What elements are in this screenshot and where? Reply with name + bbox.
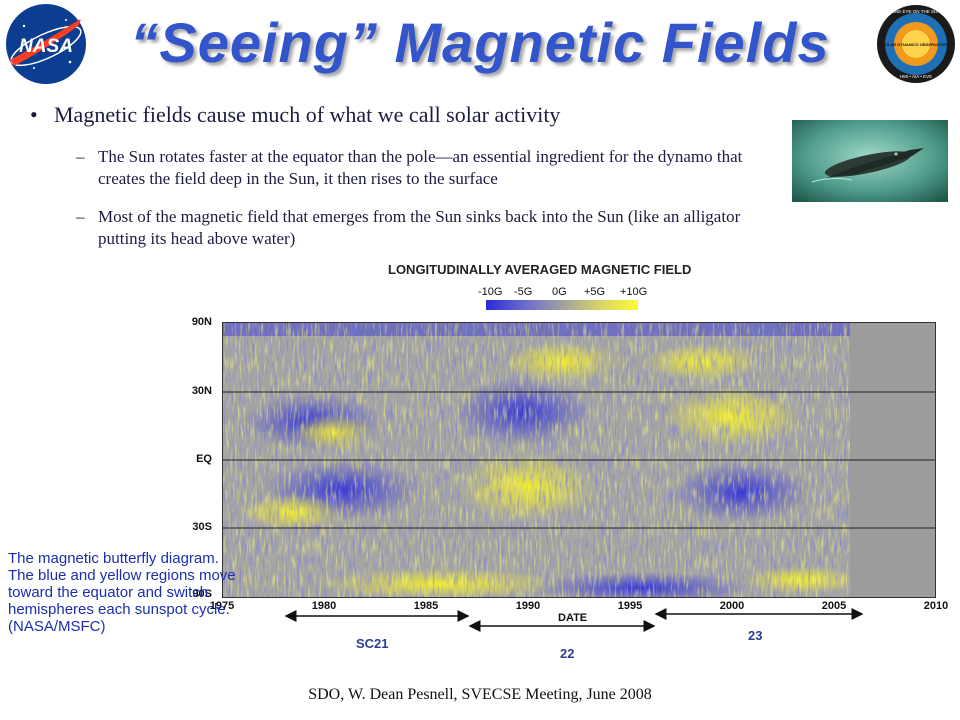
slide-footer: SDO, W. Dean Pesnell, SVECSE Meeting, Ju… <box>308 686 652 703</box>
figure-caption: The magnetic butterfly diagram. The blue… <box>8 550 236 635</box>
y-tick-label: 30S <box>192 521 212 533</box>
cycle-label: 23 <box>748 628 763 643</box>
cycle-arrows <box>284 608 864 632</box>
y-tick-label: 90N <box>191 316 212 328</box>
sub-dash: – <box>76 207 85 226</box>
sub-item: – Most of the magnetic field that emerge… <box>76 206 776 250</box>
nasa-logo-icon: NASA <box>4 2 88 86</box>
sub-dash: – <box>76 147 85 166</box>
sub-item: – The Sun rotates faster at the equator … <box>76 146 776 190</box>
colorbar-label: -10G <box>478 286 503 298</box>
x-tick-label: 1985 <box>413 600 439 612</box>
colorbar-label: +10G <box>620 286 648 298</box>
nasa-logo-text: NASA <box>19 36 73 57</box>
sdo-ring-text: ONE EYE ON THE SUN <box>892 9 941 14</box>
main-bullet: • Magnetic fields cause much of what we c… <box>30 102 560 128</box>
y-tick-label: EQ <box>196 453 212 465</box>
colorbar-label: +5G <box>584 286 606 298</box>
colorbar-label: 0G <box>552 286 567 298</box>
x-tick-label: 1980 <box>311 600 337 612</box>
cycle-label: 22 <box>560 646 575 661</box>
colorbar <box>486 300 638 310</box>
sdo-logo-icon: ONE EYE ON THE SUN SOLAR DYNAMICS OBSERV… <box>876 4 956 84</box>
sub-item-text: Most of the magnetic field that emerges … <box>98 207 741 248</box>
chart-title: LONGITUDINALLY AVERAGED MAGNETIC FIELD <box>388 262 692 277</box>
alligator-photo-icon <box>792 120 948 202</box>
x-tick-label: 2010 <box>923 600 949 612</box>
sdo-bottom-text: HMI • AIA • EVE <box>900 74 932 79</box>
x-tick-label: 1990 <box>515 600 541 612</box>
cycle-label: SC21 <box>356 636 389 651</box>
x-tick-label: 1995 <box>617 600 643 612</box>
bullet-dot: • <box>30 102 38 127</box>
y-tick-label: 30N <box>191 385 212 397</box>
sdo-main-text: SOLAR DYNAMICS OBSERVATORY <box>882 42 950 47</box>
x-tick-label: 1975 <box>209 600 235 612</box>
butterfly-diagram <box>222 322 936 598</box>
colorbar-label: -5G <box>514 286 533 298</box>
main-bullet-text: Magnetic fields cause much of what we ca… <box>54 102 561 127</box>
slide-title: “Seeing” Magnetic Fields <box>130 11 830 74</box>
sub-item-text: The Sun rotates faster at the equator th… <box>98 147 743 188</box>
y-tick-label: 90S <box>192 588 212 600</box>
